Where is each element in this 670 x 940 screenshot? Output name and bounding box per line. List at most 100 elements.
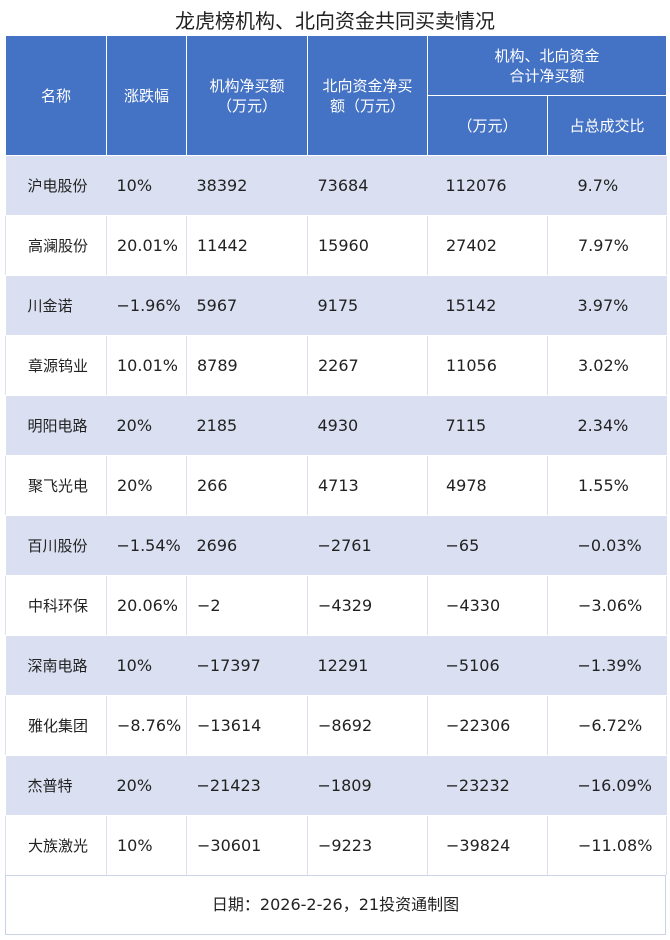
table-row: 雅化集团 −8.76% −13614 −8692 −22306 −6.72% — [5, 695, 668, 756]
header-combined-line1: 机构、北向资金 — [494, 46, 600, 65]
north-net-buy: 9175 — [307, 275, 428, 336]
stock-name: 高澜股份 — [5, 215, 107, 276]
header-inst: 机构净买额 （万元） — [186, 35, 308, 156]
north-net-buy: 15960 — [307, 215, 428, 276]
combined-net-buy: 15142 — [427, 275, 548, 336]
change-pct: 10% — [106, 635, 187, 696]
change-pct: 20.01% — [106, 215, 187, 276]
turnover-ratio: −6.72% — [546, 695, 668, 756]
change-pct: 20% — [106, 755, 187, 816]
table-row: 百川股份 −1.54% 2696 −2761 −65 −0.03% — [5, 515, 667, 576]
inst-net-buy: 5967 — [186, 275, 308, 336]
change-pct: 20.06% — [106, 575, 187, 636]
header-ratio: 占总成交比 — [546, 95, 668, 156]
stock-name: 中科环保 — [5, 575, 107, 636]
change-pct: 10% — [106, 155, 187, 216]
north-net-buy: −2761 — [307, 515, 428, 576]
table-row: 杰普特 20% −21423 −1809 −23232 −16.09% — [5, 755, 667, 816]
header-name: 名称 — [5, 35, 107, 156]
table-row: 中科环保 20.06% −2 −4329 −4330 −3.06% — [5, 575, 668, 636]
north-net-buy: 2267 — [307, 335, 428, 396]
chart-title: 龙虎榜机构、北向资金共同买卖情况 — [175, 9, 495, 33]
north-net-buy: −1809 — [307, 755, 428, 816]
change-pct: 20% — [106, 395, 187, 456]
stock-name: 川金诺 — [5, 275, 107, 336]
turnover-ratio: 3.97% — [547, 275, 667, 336]
table-row: 章源钨业 10.01% 8789 2267 11056 3.02% — [5, 335, 668, 396]
stock-name: 章源钨业 — [5, 335, 107, 396]
table-row: 高澜股份 20.01% 11442 15960 27402 7.97% — [5, 215, 668, 276]
combined-net-buy: 112076 — [427, 155, 548, 216]
header-north-line1: 北向资金净买 — [322, 76, 413, 95]
turnover-ratio: −3.06% — [546, 575, 668, 636]
turnover-ratio: 9.7% — [547, 155, 667, 216]
inst-net-buy: −2 — [186, 575, 308, 636]
header-north-line2: 额（万元） — [329, 96, 405, 115]
north-net-buy: −8692 — [307, 695, 428, 756]
turnover-ratio: −16.09% — [547, 755, 667, 816]
table-row: 深南电路 10% −17397 12291 −5106 −1.39% — [5, 635, 667, 696]
change-pct: 10% — [106, 815, 187, 876]
stock-name: 明阳电路 — [5, 395, 107, 456]
inst-net-buy: 8789 — [186, 335, 308, 396]
combined-net-buy: −23232 — [427, 755, 548, 816]
stock-name: 大族激光 — [5, 815, 107, 876]
combined-net-buy: 4978 — [427, 455, 548, 516]
stock-name: 沪电股份 — [5, 155, 107, 216]
table-row: 沪电股份 10% 38392 73684 112076 9.7% — [5, 155, 667, 216]
header-combined-line2: 合计净买额 — [509, 66, 585, 85]
combined-net-buy: 11056 — [427, 335, 548, 396]
change-pct: −8.76% — [106, 695, 187, 756]
north-net-buy: 73684 — [307, 155, 428, 216]
table-row: 明阳电路 20% 2185 4930 7115 2.34% — [5, 395, 667, 456]
stock-name: 百川股份 — [5, 515, 107, 576]
stock-name: 聚飞光电 — [5, 455, 107, 516]
change-pct: −1.96% — [106, 275, 187, 336]
footer-note: 日期：2026-2-26，21投资通制图 — [5, 875, 666, 935]
stock-name: 雅化集团 — [5, 695, 107, 756]
change-pct: 10.01% — [106, 335, 187, 396]
turnover-ratio: 1.55% — [546, 455, 668, 516]
combined-net-buy: 7115 — [427, 395, 548, 456]
header-inst-line1: 机构净买额 — [209, 76, 285, 95]
data-table: 名称 涨跌幅 机构净买额 （万元） 北向资金净买 额（万元） 机构、北向资金 合计净买… — [5, 35, 668, 876]
turnover-ratio: −1.39% — [547, 635, 667, 696]
inst-net-buy: −17397 — [186, 635, 308, 696]
inst-net-buy: −30601 — [186, 815, 308, 876]
combined-net-buy: −65 — [427, 515, 548, 576]
turnover-ratio: 2.34% — [547, 395, 667, 456]
turnover-ratio: −11.08% — [546, 815, 668, 876]
header-change: 涨跌幅 — [106, 35, 187, 156]
header-inst-line2: （万元） — [216, 96, 277, 115]
turnover-ratio: 3.02% — [546, 335, 668, 396]
inst-net-buy: −13614 — [186, 695, 308, 756]
inst-net-buy: 38392 — [186, 155, 308, 216]
inst-net-buy: −21423 — [186, 755, 308, 816]
inst-net-buy: 11442 — [186, 215, 308, 276]
header-north: 北向资金净买 额（万元） — [307, 35, 428, 156]
north-net-buy: −4329 — [307, 575, 428, 636]
stock-name: 杰普特 — [5, 755, 107, 816]
inst-net-buy: 2185 — [186, 395, 308, 456]
change-pct: 20% — [106, 455, 187, 516]
turnover-ratio: 7.97% — [546, 215, 668, 276]
inst-net-buy: 2696 — [186, 515, 308, 576]
table-row: 川金诺 −1.96% 5967 9175 15142 3.97% — [5, 275, 667, 336]
combined-net-buy: −5106 — [427, 635, 548, 696]
header-combined: 机构、北向资金 合计净买额 — [426, 35, 668, 96]
change-pct: −1.54% — [106, 515, 187, 576]
north-net-buy: 12291 — [307, 635, 428, 696]
stock-name: 深南电路 — [5, 635, 107, 696]
header-amount: （万元） — [427, 95, 548, 156]
table-row: 聚飞光电 20% 266 4713 4978 1.55% — [5, 455, 668, 516]
combined-net-buy: −39824 — [427, 815, 548, 876]
north-net-buy: 4930 — [307, 395, 428, 456]
table-row: 大族激光 10% −30601 −9223 −39824 −11.08% — [5, 815, 668, 876]
combined-net-buy: −22306 — [427, 695, 548, 756]
inst-net-buy: 266 — [186, 455, 308, 516]
north-net-buy: 4713 — [307, 455, 428, 516]
north-net-buy: −9223 — [307, 815, 428, 876]
combined-net-buy: 27402 — [427, 215, 548, 276]
combined-net-buy: −4330 — [427, 575, 548, 636]
turnover-ratio: −0.03% — [547, 515, 667, 576]
